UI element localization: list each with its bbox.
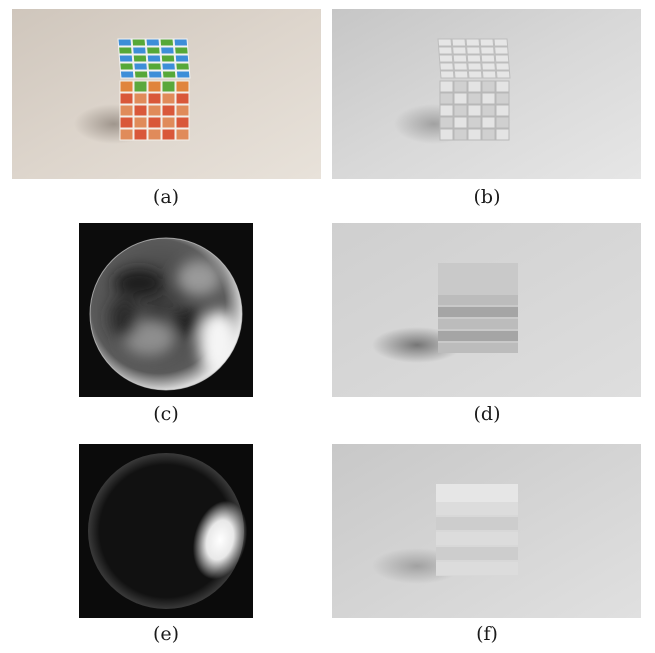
cube-top-face [117,38,191,79]
caption-d: (d) [473,403,501,425]
panel-e-image [79,444,253,618]
caption-b: (b) [473,186,501,208]
panel-b-image [332,9,641,179]
caption-c: (c) [153,403,179,425]
panel-f-image [332,444,641,618]
caption-a: (a) [152,186,180,208]
caption-e: (e) [152,623,180,645]
panel-c-image [79,223,253,397]
panel-d-image [332,223,641,397]
cube-front-face [119,80,190,141]
panel-a-image [12,9,321,179]
caption-f: (f) [476,623,498,645]
